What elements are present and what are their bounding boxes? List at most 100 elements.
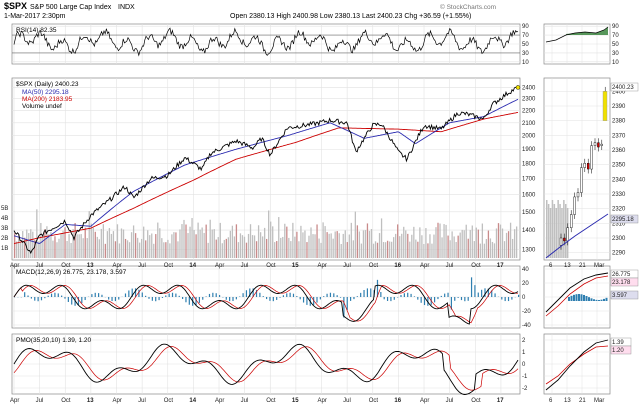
volume-bar: [511, 238, 514, 258]
volume-bar: [90, 223, 92, 258]
volume-bar: [284, 223, 286, 258]
macd-histogram-bar: [276, 297, 278, 300]
inset-macd-hist-box: 3.597: [612, 293, 628, 299]
inset-last-price-box: 2400.23: [612, 85, 634, 91]
volume-bar: [32, 231, 34, 258]
macd-histogram-bar: [242, 293, 244, 297]
volume-bar: [157, 222, 159, 258]
macd-histogram-bar: [235, 297, 237, 300]
volume-bar: [445, 224, 447, 258]
macd-histogram-bar: [440, 295, 442, 297]
macd-histogram-bar: [501, 297, 503, 300]
inset-candle: [597, 142, 600, 148]
inset-volume-bar: [549, 208, 552, 258]
volume-bar: [153, 243, 155, 258]
volume-bar: [413, 226, 415, 258]
volume-bar: [255, 241, 258, 258]
volume-bar: [221, 243, 223, 258]
volume-bar: [181, 224, 183, 258]
inset-price-tick: 2320: [612, 207, 626, 213]
volume-bar: [66, 241, 68, 258]
volume-bar: [471, 225, 473, 258]
volume-bar: [124, 238, 127, 258]
volume-bar: [370, 229, 373, 258]
volume-bar: [461, 229, 463, 258]
volume-bar: [175, 232, 177, 258]
volume-bar: [459, 232, 461, 258]
volume-bar: [207, 242, 209, 258]
macd-histogram-bar: [151, 297, 153, 301]
volume-bar: [126, 240, 129, 258]
volume-bar: [463, 230, 465, 258]
macd-histogram-bar: [316, 297, 318, 303]
volume-bar: [136, 237, 139, 258]
macd-histogram-bar: [34, 297, 36, 301]
volume-bar: [324, 226, 326, 258]
macd-histogram-bar: [289, 292, 291, 297]
volume-bar: [108, 228, 111, 258]
volume-bar: [201, 227, 203, 258]
volume-bar: [237, 242, 240, 258]
price-time-label: Jul: [446, 263, 454, 269]
macd-histogram-bar: [165, 295, 167, 297]
volume-bar: [376, 242, 379, 258]
inset-last-price-box-bg: [610, 82, 639, 92]
pmo-time-label: Apr: [113, 398, 122, 404]
price-time-label: Oct: [369, 263, 379, 269]
volume-bar: [185, 224, 187, 258]
volume-bar: [24, 237, 26, 258]
chart-series: [13, 26, 609, 395]
volume-bar: [366, 223, 369, 258]
pmo-time-label: Apr: [420, 398, 429, 404]
volume-bar: [435, 227, 437, 258]
volume-bar: [382, 242, 385, 258]
macd-histogram-bar: [346, 297, 348, 310]
pmo-time-label: Jul: [446, 398, 454, 404]
volume-bar: [86, 238, 88, 258]
inset-macd-hist-bar: [590, 298, 593, 301]
volume-bar: [386, 240, 389, 258]
volume-bar: [437, 222, 439, 258]
macd-histogram-bar: [376, 279, 379, 297]
volume-bar: [249, 224, 252, 258]
volume-bar: [215, 239, 217, 258]
volume-bar: [443, 224, 445, 258]
inset-macd-hist-bar: [603, 298, 605, 301]
rsi-inset-tick: 70: [612, 33, 619, 39]
volume-bar: [173, 232, 175, 258]
pmo-time-label: 14: [189, 398, 196, 404]
volume-bar: [48, 234, 50, 258]
volume-bar: [354, 211, 357, 258]
volume-bar: [489, 238, 492, 258]
macd-histogram-bar: [487, 288, 489, 297]
inset-pmo-time-label: 6: [549, 398, 553, 404]
macd-histogram-bar: [168, 293, 170, 297]
inset-macd-hist-bar: [583, 294, 585, 301]
macd-histogram-bar: [407, 292, 409, 297]
macd-histogram-bar: [57, 293, 59, 297]
volume-bar: [322, 222, 324, 258]
volume-bar: [217, 237, 219, 258]
volume-bar: [163, 242, 165, 258]
volume-bar: [384, 242, 387, 258]
macd-histogram-bar: [158, 297, 160, 301]
pmo-time-label: 15: [292, 398, 299, 404]
volume-bar: [425, 228, 427, 258]
price-tick: 1400: [522, 228, 536, 234]
macd-histogram-bar: [296, 296, 298, 297]
volume-bar: [296, 231, 298, 258]
rsi-tick: 90: [522, 24, 529, 30]
volume-bar: [42, 234, 44, 258]
macd-histogram-bar: [350, 297, 352, 301]
volume-bar: [34, 240, 36, 258]
price-time-label: Oct: [471, 263, 481, 269]
volume-bar: [149, 235, 151, 258]
macd-histogram-bar: [363, 290, 365, 297]
ticker-name: S&P 500 Large Cap Index: [30, 4, 112, 11]
macd-histogram-bar: [299, 297, 301, 300]
inset-macd-hist-bar: [600, 299, 603, 301]
volume-bar: [312, 234, 314, 258]
volume-bar: [419, 227, 421, 258]
macd-histogram-bar: [447, 292, 449, 297]
macd-histogram-bar: [511, 297, 513, 300]
